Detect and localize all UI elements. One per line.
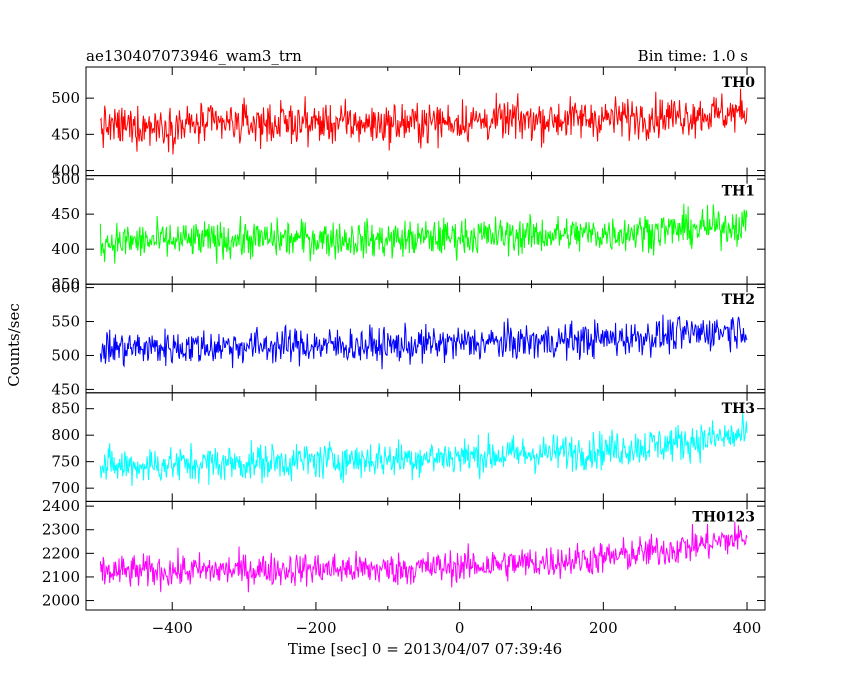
x-tick-label: −400: [152, 619, 193, 637]
y-tick-label: 450: [51, 125, 80, 143]
panel-th0123: 2000 2100 2200 2300 2400 TH0123: [42, 497, 766, 611]
panel-label: TH0: [722, 75, 756, 91]
panel-label: TH0123: [692, 509, 755, 525]
y-tick-label: 500: [51, 170, 80, 188]
y-axis-title: Counts/sec: [5, 303, 23, 387]
y-tick-label: 2400: [42, 497, 80, 515]
panel-group: 400 450 500 TH0 350 400 450 500 TH1 450 500 550 600 T…: [42, 66, 766, 637]
x-tick-label: 400: [733, 619, 762, 637]
panel-label: TH3: [722, 401, 755, 417]
y-tick-label: 700: [51, 479, 80, 497]
y-tick-label: 450: [51, 205, 80, 223]
y-tick-label: 2300: [42, 521, 80, 539]
y-tick-label: 800: [51, 426, 80, 444]
series-line-th1: [99, 203, 748, 264]
y-tick-label: 550: [51, 313, 80, 331]
x-tick-label: −200: [295, 619, 336, 637]
y-tick-label: 400: [51, 162, 80, 180]
bin-time-label: Bin time: 1.0 s: [638, 47, 748, 65]
panel-th1: 350 400 450 500 TH1: [51, 170, 766, 293]
y-tick-label: 2000: [42, 592, 80, 610]
y-tick-label: 2100: [42, 568, 80, 586]
x-tick-label: 200: [589, 619, 618, 637]
panel-label: TH1: [722, 184, 755, 200]
y-tick-label: 850: [51, 400, 80, 418]
series-line-th2: [99, 314, 748, 370]
y-tick-label: 500: [51, 89, 80, 107]
panel-label: TH2: [722, 292, 755, 308]
series-line-th0: [99, 88, 748, 155]
y-tick-label: 2200: [42, 544, 80, 562]
panel-th2: 450 500 550 600 TH2: [51, 279, 766, 398]
panel-th0: 400 450 500 TH0: [51, 66, 766, 180]
y-tick-label: 350: [51, 275, 80, 293]
y-tick-label: 600: [51, 279, 80, 297]
panel-frame: [85, 392, 766, 502]
panel-th3: 700 750 800 850 TH3: [51, 392, 766, 502]
plot-title: ae130407073946_wam3_trn: [86, 47, 302, 65]
x-axis-title: Time [sec] 0 = 2013/04/07 07:39:46: [288, 640, 562, 658]
series-line-th3: [99, 412, 748, 486]
y-tick-label: 500: [51, 346, 80, 364]
y-tick-label: 750: [51, 453, 80, 471]
y-tick-label: 450: [51, 380, 80, 398]
panel-frame: [85, 500, 766, 611]
x-tick-label: 0: [455, 619, 465, 637]
series-line-th0123: [99, 521, 748, 593]
y-tick-label: 400: [51, 240, 80, 258]
